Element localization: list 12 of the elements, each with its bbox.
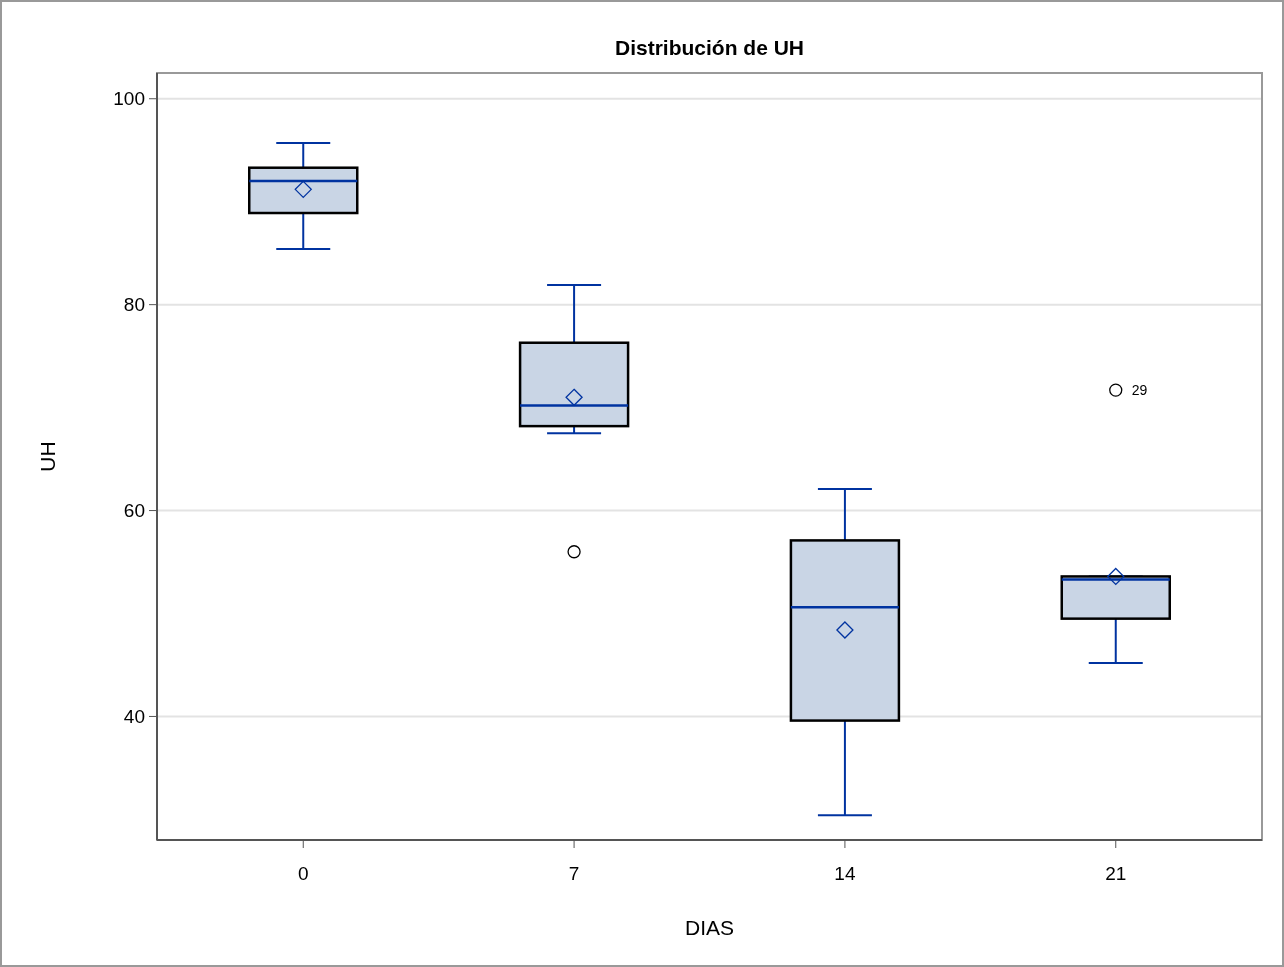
y-axis-title: UH bbox=[36, 441, 59, 472]
x-axis-title: DIAS bbox=[684, 916, 735, 939]
annotation: 29 bbox=[1131, 382, 1148, 398]
y-tick-label: 100 bbox=[113, 88, 145, 110]
x-tick-label: 21 bbox=[1105, 863, 1127, 884]
y-tick-label: 40 bbox=[123, 706, 145, 728]
chart-title: Distribución de UH bbox=[614, 36, 805, 59]
x-tick-label: 7 bbox=[568, 863, 580, 884]
x-tick-label: 0 bbox=[297, 863, 309, 884]
y-tick-label: 80 bbox=[123, 294, 145, 316]
x-tick-label: 14 bbox=[834, 863, 856, 884]
y-tick-label: 60 bbox=[123, 500, 145, 522]
